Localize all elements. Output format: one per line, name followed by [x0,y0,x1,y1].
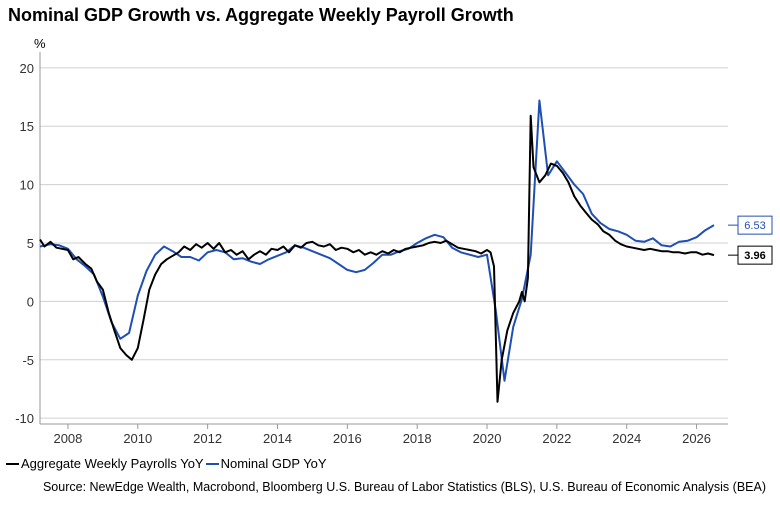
x-tick-label: 2024 [612,431,641,446]
last-value-label-gdp: 6.53 [744,220,765,232]
y-tick-label: 0 [27,294,34,309]
legend-label-payrolls: Aggregate Weekly Payrolls YoY [21,456,204,471]
legend-swatch-payrolls [6,462,19,465]
x-axis-ticks: 2008 2010 2012 2014 2016 2018 2020 2022 2024 2026 [53,424,711,446]
x-tick-label: 2020 [473,431,502,446]
last-value-label-payrolls: 3.96 [744,250,765,262]
y-tick-label: 15 [20,119,34,134]
legend-item-gdp[interactable]: Nominal GDP YoY [205,456,327,471]
gridlines [39,52,728,425]
series-line-gdp [39,99,715,382]
x-tick-label: 2022 [542,431,571,446]
x-tick-label: 2010 [123,431,152,446]
last-value-box-gdp [737,215,773,235]
source-note: Source: NewEdge Wealth, Macrobond, Bloom… [42,480,766,494]
chart-title: Nominal GDP Growth vs. Aggregate Weekly … [8,5,514,25]
x-tick-label: 2026 [682,431,711,446]
y-tick-label: 20 [20,61,34,76]
legend-label-gdp: Nominal GDP YoY [220,456,327,471]
y-tick-label: 5 [27,236,34,251]
legend: Aggregate Weekly Payrolls YoY Nominal GD… [6,456,329,471]
legend-item-payrolls[interactable]: Aggregate Weekly Payrolls YoY [6,456,204,471]
y-axis-unit-label: % [34,36,46,51]
series-lines [39,99,715,403]
x-tick-label: 2014 [263,431,292,446]
last-value-labels: 6.53 3.96 [728,215,773,265]
legend-swatch-gdp [205,462,219,465]
y-axis-ticks: -10 -5 0 5 10 15 20 [15,61,34,426]
last-value-box-payrolls [737,245,773,265]
x-tick-label: 2008 [53,431,82,446]
line-chart: % -10 -5 0 5 10 15 20 2008 2010 2012 2014 2016 2018… [15,36,773,446]
y-tick-label: -10 [15,411,34,426]
y-tick-label: 10 [20,178,34,193]
x-tick-label: 2018 [403,431,432,446]
x-tick-label: 2012 [193,431,222,446]
series-line-payrolls [39,114,715,403]
y-tick-label: -5 [22,353,34,368]
x-tick-label: 2016 [333,431,362,446]
